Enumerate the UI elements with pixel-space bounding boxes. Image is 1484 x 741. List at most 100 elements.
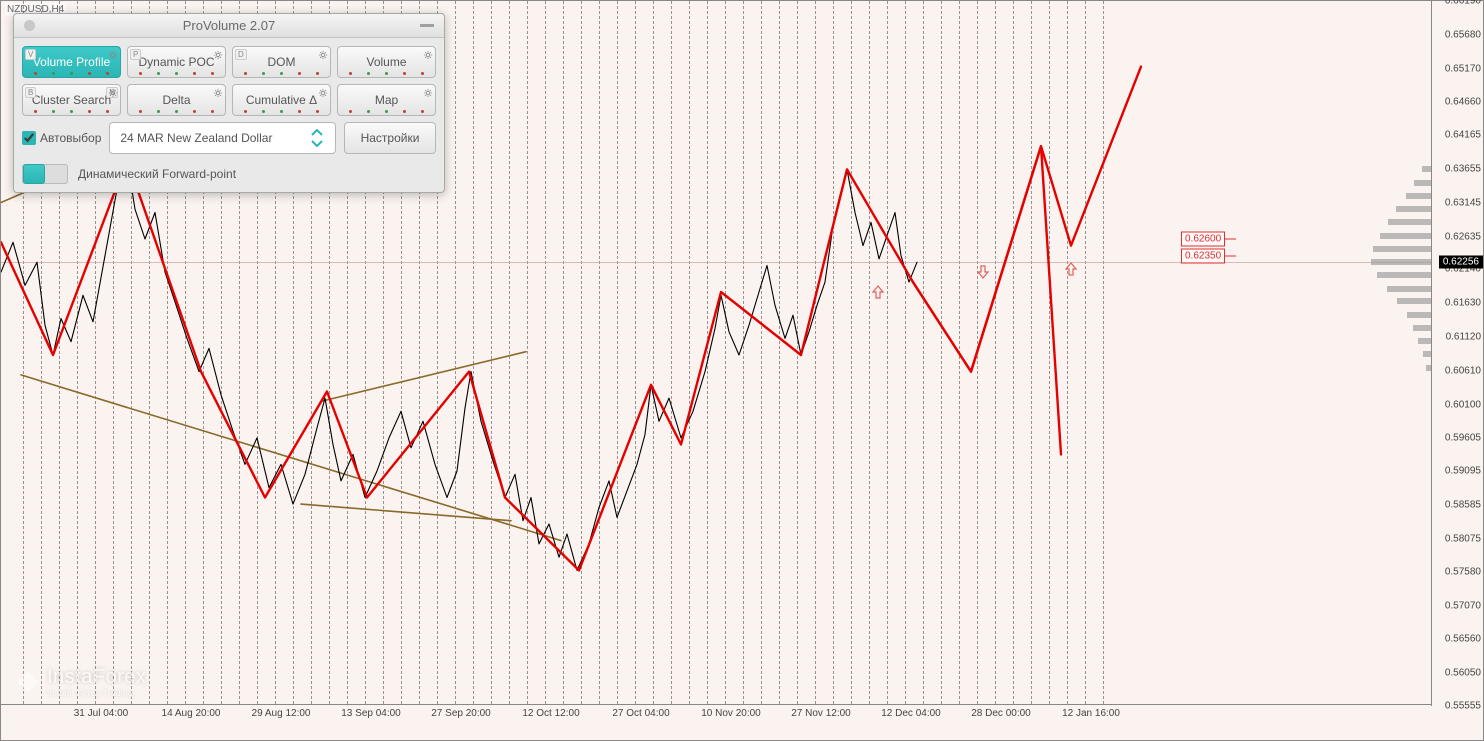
contract-spinner-icon[interactable] [311, 129, 329, 147]
pv-tab-label: Volume [366, 55, 406, 69]
window-minimize-icon[interactable] [420, 24, 434, 27]
pv-tab-cumulative-[interactable]: Cumulative Δ [232, 84, 331, 116]
price-tick: 0.65170 [1445, 63, 1481, 74]
price-tick: 0.61120 [1446, 332, 1481, 343]
volume-profile-bar [1406, 193, 1431, 199]
watermark-tagline: Instant Forex Trading [47, 689, 146, 698]
contract-value: 24 MAR New Zealand Dollar [120, 131, 272, 145]
pv-tab-label: Delta [162, 93, 190, 107]
pv-tab-cluster-search[interactable]: BNCluster Search [22, 84, 121, 116]
time-tick: 14 Aug 20:00 [162, 708, 221, 719]
volume-profile-bar [1387, 286, 1431, 292]
autoselect-checkbox[interactable]: Автовыбор [22, 122, 101, 154]
volume-profile-bar [1373, 246, 1431, 252]
time-tick: 12 Oct 12:00 [522, 708, 579, 719]
window-close-dot[interactable] [24, 20, 35, 31]
grid-vline [545, 1, 546, 704]
grid-vline [923, 1, 924, 704]
grid-vline [869, 1, 870, 704]
gear-icon[interactable] [318, 49, 328, 59]
grid-vline [617, 1, 618, 704]
gear-icon[interactable] [423, 87, 433, 97]
grid-vline [563, 1, 564, 704]
volume-profile-bar [1380, 233, 1431, 239]
time-tick: 12 Jan 16:00 [1062, 708, 1120, 719]
gear-icon[interactable] [108, 87, 118, 97]
forward-point-toggle[interactable] [22, 164, 68, 184]
grid-vline [1031, 1, 1032, 704]
settings-button[interactable]: Настройки [344, 122, 436, 154]
grid-vline [707, 1, 708, 704]
pv-tab-label: DOM [268, 55, 296, 69]
grid-vline [1013, 1, 1014, 704]
grid-vline [635, 1, 636, 704]
gear-icon[interactable] [318, 87, 328, 97]
price-tick: 0.56050 [1445, 668, 1481, 679]
volume-profile-bar [1397, 298, 1431, 304]
pv-tab-delta[interactable]: Delta [127, 84, 226, 116]
grid-vline [491, 1, 492, 704]
grid-vline [581, 1, 582, 704]
price-tick: 0.63655 [1445, 164, 1481, 175]
watermark-brand: InstaForex [47, 666, 146, 688]
grid-vline [977, 1, 978, 704]
volume-profile-bar [1407, 312, 1431, 318]
price-current-badge: 0.62256 [1439, 255, 1483, 268]
pv-tab-dynamic-poc[interactable]: PDynamic POC [127, 46, 226, 78]
gear-icon[interactable] [423, 49, 433, 59]
chart-frame[interactable]: NZDUSD,H4 0.626000.62350 0.661900.656800… [0, 0, 1484, 741]
time-tick: 27 Nov 12:00 [791, 708, 851, 719]
price-tick: 0.65680 [1445, 29, 1481, 40]
provolume-window[interactable]: ProVolume 2.07 VVolume ProfilePDynamic P… [13, 13, 445, 193]
autoselect-label: Автовыбор [40, 131, 101, 145]
volume-profile-bar [1423, 351, 1431, 357]
time-tick: 27 Oct 04:00 [612, 708, 669, 719]
price-tick: 0.55555 [1445, 701, 1481, 712]
price-tick: 0.63145 [1445, 197, 1481, 208]
volume-profile-bar [1422, 166, 1431, 172]
price-tick: 0.59605 [1445, 432, 1481, 443]
contract-select[interactable]: 24 MAR New Zealand Dollar [109, 122, 336, 154]
price-tick: 0.60610 [1445, 365, 1481, 376]
price-tick: 0.58585 [1445, 500, 1481, 511]
grid-vline [797, 1, 798, 704]
grid-vline [653, 1, 654, 704]
pv-tab-volume[interactable]: Volume [337, 46, 436, 78]
grid-vline [1103, 1, 1104, 704]
grid-vline [851, 1, 852, 704]
pv-tab-label: Cluster Search [32, 93, 111, 107]
autoselect-input[interactable] [22, 131, 36, 145]
volume-profile [1371, 1, 1431, 706]
arrow-up-icon [872, 285, 884, 299]
grid-vline [833, 1, 834, 704]
volume-profile-bar [1388, 219, 1431, 225]
grid-vline [689, 1, 690, 704]
provolume-body: VVolume ProfilePDynamic POCDDOM Volume BN… [14, 38, 444, 192]
grid-vline [905, 1, 906, 704]
price-tag: 0.62600 [1181, 231, 1225, 246]
gear-icon[interactable] [108, 49, 118, 59]
pv-tab-label: Cumulative Δ [246, 93, 317, 107]
gear-icon[interactable] [213, 49, 223, 59]
grid-vline [887, 1, 888, 704]
watermark: InstaForex Instant Forex Trading [15, 666, 146, 698]
price-tick: 0.56560 [1445, 634, 1481, 645]
gear-icon[interactable] [213, 87, 223, 97]
tab-row-1: VVolume ProfilePDynamic POCDDOM Volume [22, 46, 436, 78]
provolume-titlebar[interactable]: ProVolume 2.07 [14, 14, 444, 38]
grid-vline [815, 1, 816, 704]
grid-vline [455, 1, 456, 704]
price-tick: 0.66190 [1445, 0, 1481, 7]
grid-vline [761, 1, 762, 704]
time-tick: 29 Aug 12:00 [252, 708, 311, 719]
grid-vline [779, 1, 780, 704]
grid-vline [1049, 1, 1050, 704]
pv-tab-map[interactable]: Map [337, 84, 436, 116]
grid-vline [995, 1, 996, 704]
pv-tab-dom[interactable]: DDOM [232, 46, 331, 78]
pv-tab-volume-profile[interactable]: VVolume Profile [22, 46, 121, 78]
grid-vline [959, 1, 960, 704]
forward-point-label: Динамический Forward-point [78, 167, 236, 181]
grid-vline [473, 1, 474, 704]
time-tick: 12 Dec 04:00 [881, 708, 941, 719]
